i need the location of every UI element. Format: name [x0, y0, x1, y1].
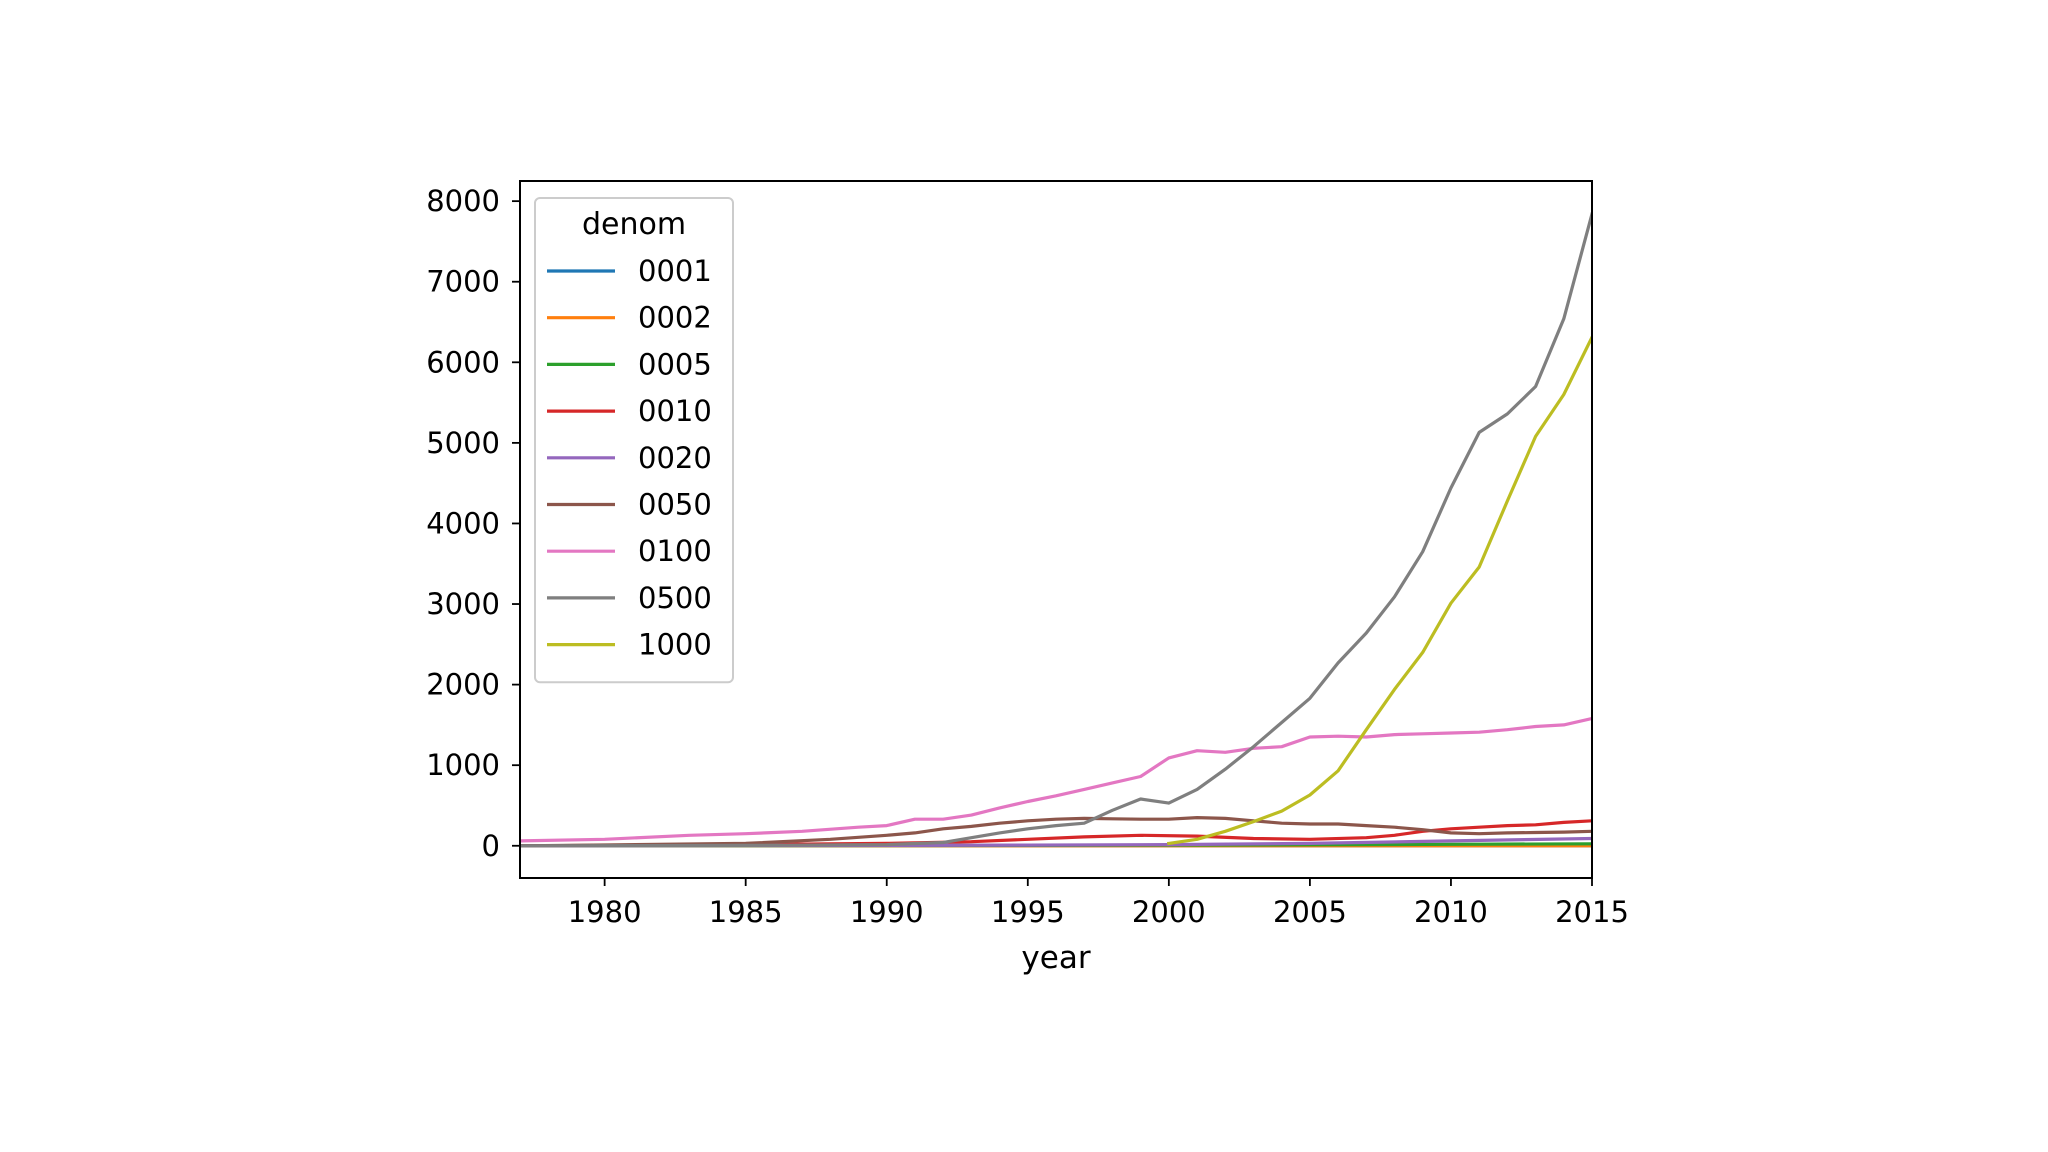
y-tick-label: 8000	[426, 184, 500, 218]
legend-label-0020: 0020	[638, 441, 712, 475]
legend-label-0005: 0005	[638, 347, 712, 381]
legend-label-0002: 0002	[638, 301, 712, 335]
y-tick-label: 4000	[426, 506, 500, 540]
x-tick-label: 1990	[850, 895, 924, 929]
legend-label-0500: 0500	[638, 581, 712, 615]
plot-frame	[519, 180, 1593, 879]
y-tick-label: 5000	[426, 426, 500, 460]
x-tick-label: 2005	[1273, 895, 1347, 929]
x-tick-label: 2000	[1132, 895, 1206, 929]
legend-label-0100: 0100	[638, 534, 712, 568]
y-tick-label: 1000	[426, 748, 500, 782]
series-line-1000	[1166, 335, 1592, 846]
x-tick-label: 2010	[1414, 895, 1488, 929]
y-tick-label: 6000	[426, 345, 500, 379]
legend: denom 0001 0002 0005 0010 0020 0050 0100 0500 10…	[534, 197, 734, 684]
y-tick-label: 7000	[426, 265, 500, 299]
series-layer	[520, 212, 1592, 848]
x-axis-title: year	[1021, 940, 1090, 976]
legend-label-1000: 1000	[638, 628, 712, 662]
y-tick-label: 0	[482, 829, 500, 863]
x-tick-label: 1985	[709, 895, 783, 929]
y-tick-label: 2000	[426, 668, 500, 702]
legend-items: 0001 0002 0005 0010 0020 0050 0100 0500 1000	[547, 254, 712, 662]
x-tick-label: 1980	[568, 895, 642, 929]
series-line-0050	[520, 816, 1592, 848]
legend-label-0001: 0001	[638, 254, 712, 288]
y-axis: 0 1000 2000 3000 4000 5000 6000 7000 8000	[426, 184, 520, 863]
y-tick-label: 3000	[426, 587, 500, 621]
series-line-0500	[520, 212, 1592, 848]
x-tick-label: 2015	[1555, 895, 1629, 929]
series-line-0100	[520, 716, 1592, 843]
legend-title: denom	[582, 207, 686, 242]
x-tick-label: 1995	[991, 895, 1065, 929]
legend-label-0010: 0010	[638, 394, 712, 428]
legend-label-0050: 0050	[638, 488, 712, 522]
x-axis: 1980 1985 1990 1995 2000 2005 2010 2015	[568, 878, 1629, 929]
